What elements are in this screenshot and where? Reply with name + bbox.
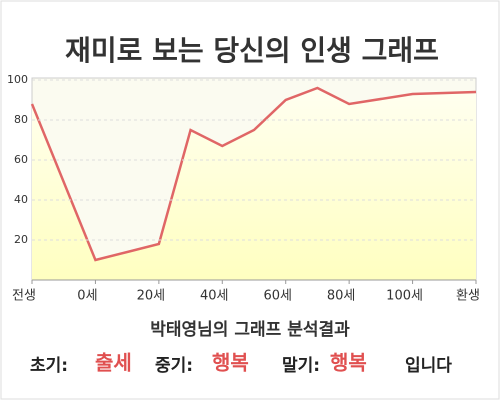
x-tick-label: 전생: [12, 289, 36, 304]
x-tick-label: 0세: [77, 289, 97, 304]
y-tick-label: 40: [14, 193, 28, 206]
y-tick-label: 20: [14, 233, 28, 246]
summary-result: 행복: [212, 351, 249, 375]
x-tick-label: 80세: [327, 289, 356, 304]
summary-ending: 입니다: [405, 356, 452, 376]
x-tick-label: 100세: [386, 289, 423, 304]
chart-title: 재미로 보는 당신의 인생 그래프: [65, 34, 439, 67]
x-tick-label: 60세: [263, 289, 292, 304]
summary-label: 말기:: [282, 355, 320, 376]
summary-label: 중기:: [155, 356, 193, 376]
y-tick-label: 80: [14, 113, 28, 126]
area-fill: [32, 88, 476, 280]
x-tick-label: 20세: [137, 289, 166, 304]
y-tick-label: 60: [14, 153, 28, 166]
summary-label: 초기:: [30, 356, 68, 376]
x-tick-label: 40세: [200, 289, 229, 304]
line: [30, 86, 477, 262]
summary-result: 출세: [95, 351, 132, 375]
x-tick-label: 환생: [456, 289, 480, 304]
summary-result: 행복: [330, 351, 367, 375]
summary-heading: 박태영님의 그래프 분석결과: [150, 320, 350, 340]
y-tick-label: 100: [7, 73, 28, 86]
